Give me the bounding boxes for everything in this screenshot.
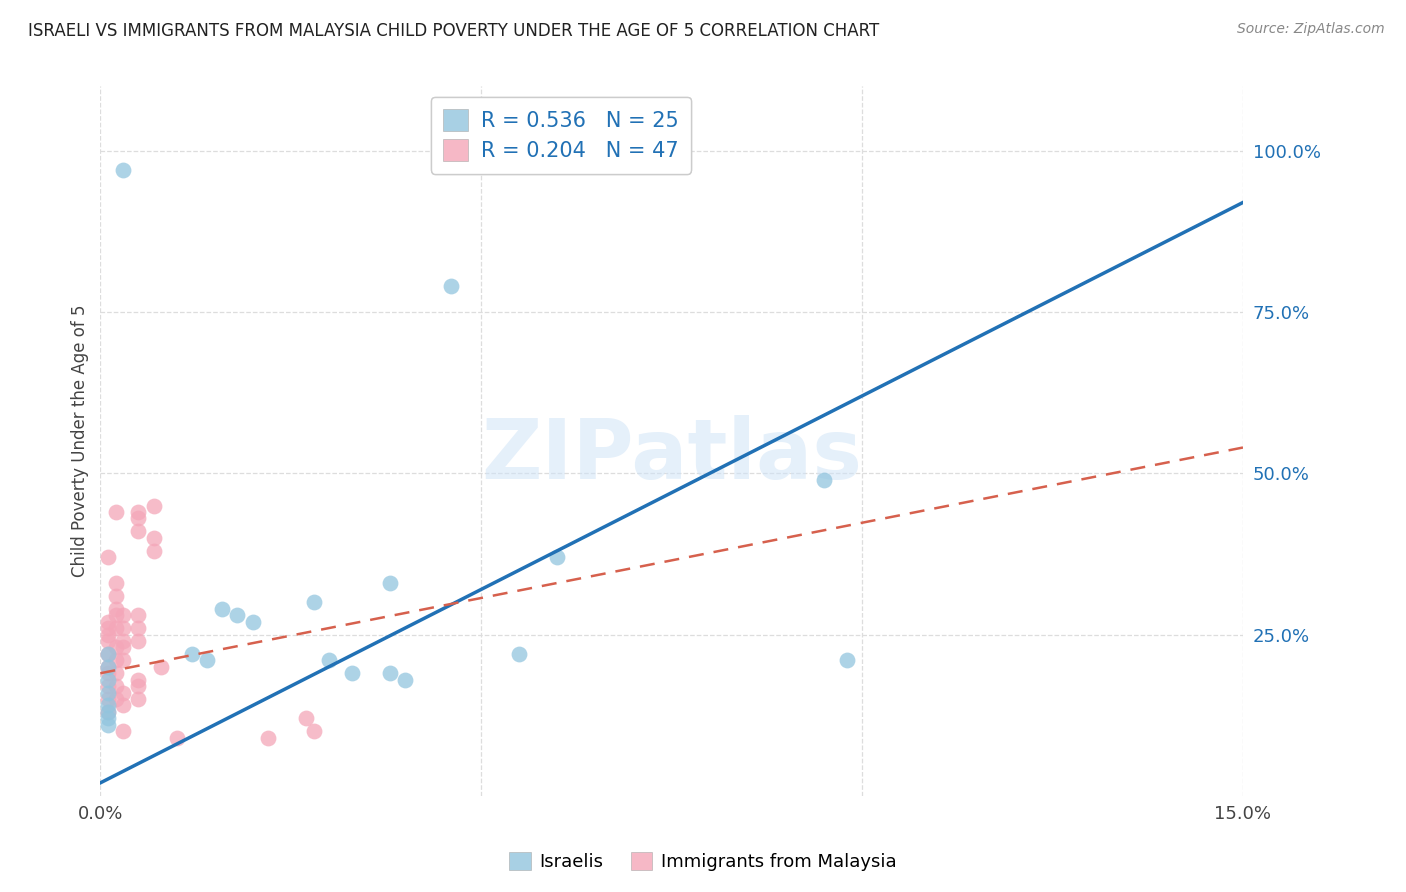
Y-axis label: Child Poverty Under the Age of 5: Child Poverty Under the Age of 5	[72, 305, 89, 577]
Point	[127, 511, 149, 525]
Point	[104, 621, 127, 635]
Point	[142, 543, 165, 558]
Point	[104, 666, 127, 681]
Text: ISRAELI VS IMMIGRANTS FROM MALAYSIA CHILD POVERTY UNDER THE AGE OF 5 CORRELATION: ISRAELI VS IMMIGRANTS FROM MALAYSIA CHIL…	[28, 22, 879, 40]
Point	[378, 666, 401, 681]
Point	[104, 505, 127, 519]
Point	[97, 660, 120, 674]
Legend: Israelis, Immigrants from Malaysia: Israelis, Immigrants from Malaysia	[502, 845, 904, 879]
Point	[97, 647, 120, 661]
Point	[257, 731, 280, 745]
Point	[440, 279, 463, 293]
Point	[104, 692, 127, 706]
Point	[97, 705, 120, 719]
Legend: R = 0.536   N = 25, R = 0.204   N = 47: R = 0.536 N = 25, R = 0.204 N = 47	[430, 96, 690, 174]
Point	[180, 647, 202, 661]
Point	[318, 653, 340, 667]
Point	[546, 550, 568, 565]
Point	[97, 660, 120, 674]
Text: ZIPatlas: ZIPatlas	[481, 415, 862, 496]
Point	[97, 692, 120, 706]
Point	[97, 647, 120, 661]
Point	[97, 621, 120, 635]
Point	[340, 666, 363, 681]
Point	[378, 576, 401, 591]
Point	[142, 531, 165, 545]
Point	[127, 608, 149, 623]
Point	[97, 627, 120, 641]
Point	[242, 615, 264, 629]
Point	[112, 724, 135, 739]
Point	[112, 163, 135, 178]
Point	[104, 576, 127, 591]
Point	[97, 673, 120, 687]
Point	[112, 653, 135, 667]
Point	[97, 711, 120, 725]
Point	[394, 673, 416, 687]
Point	[97, 718, 120, 732]
Point	[97, 685, 120, 699]
Point	[150, 660, 173, 674]
Point	[112, 634, 135, 648]
Point	[195, 653, 218, 667]
Point	[104, 589, 127, 603]
Point	[97, 550, 120, 565]
Point	[104, 653, 127, 667]
Point	[813, 473, 835, 487]
Point	[112, 608, 135, 623]
Point	[127, 505, 149, 519]
Point	[127, 679, 149, 693]
Point	[104, 601, 127, 615]
Point	[127, 524, 149, 539]
Point	[97, 679, 120, 693]
Point	[295, 711, 318, 725]
Point	[97, 705, 120, 719]
Point	[104, 679, 127, 693]
Point	[127, 621, 149, 635]
Point	[112, 621, 135, 635]
Point	[166, 731, 188, 745]
Point	[97, 666, 120, 681]
Point	[211, 601, 233, 615]
Point	[142, 499, 165, 513]
Point	[508, 647, 530, 661]
Point	[97, 615, 120, 629]
Point	[112, 698, 135, 713]
Point	[127, 673, 149, 687]
Point	[835, 653, 858, 667]
Point	[97, 698, 120, 713]
Point	[104, 640, 127, 655]
Point	[112, 640, 135, 655]
Point	[226, 608, 249, 623]
Point	[302, 724, 325, 739]
Point	[104, 608, 127, 623]
Point	[302, 595, 325, 609]
Text: Source: ZipAtlas.com: Source: ZipAtlas.com	[1237, 22, 1385, 37]
Point	[112, 685, 135, 699]
Point	[97, 634, 120, 648]
Point	[127, 634, 149, 648]
Point	[127, 692, 149, 706]
